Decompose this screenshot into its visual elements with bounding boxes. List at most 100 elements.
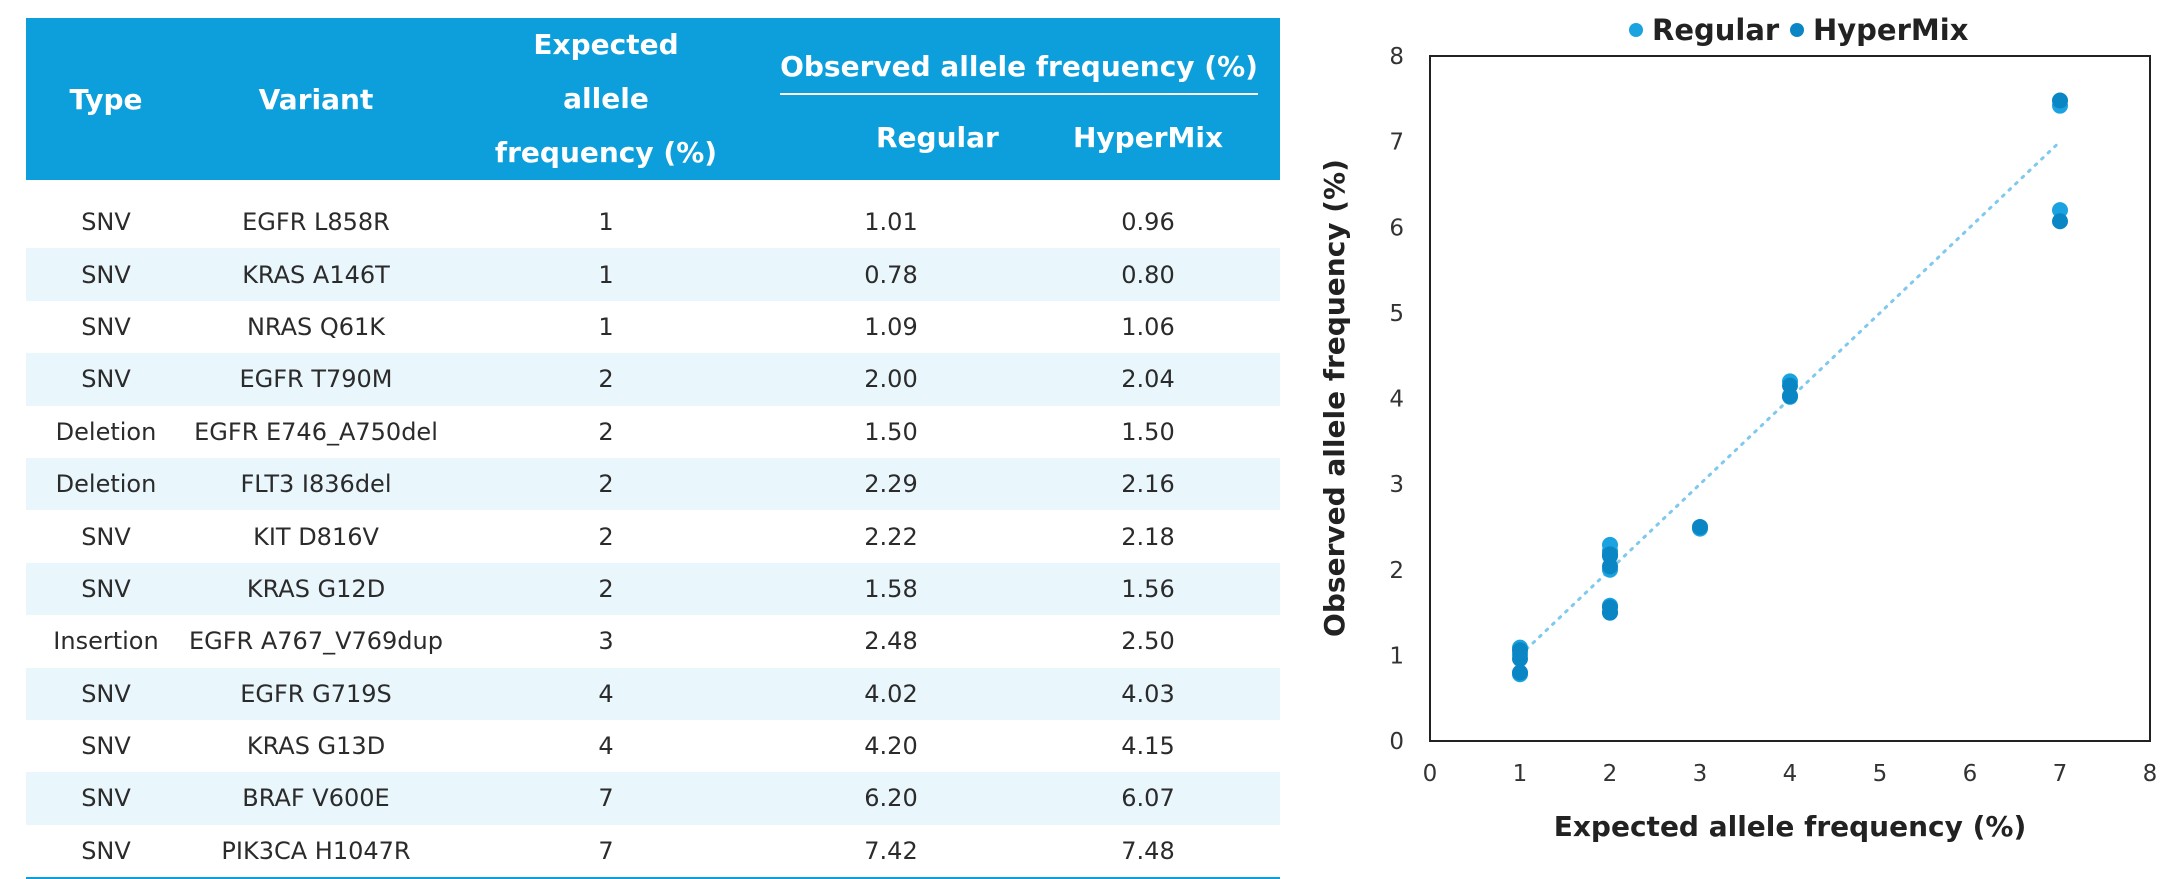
hypermix-point	[1692, 518, 1708, 535]
x-tick-label: 1	[1513, 761, 1528, 787]
cell-variant: EGFR T790M	[186, 353, 446, 406]
table-row: SNV BRAF V600E 7 6.20 6.07	[26, 772, 1281, 825]
legend-hypermix-marker	[1790, 23, 1804, 37]
chart-legend: Regular HyperMix	[1629, 13, 1969, 47]
table-row: SNV KRAS G12D 2 1.58 1.56	[26, 562, 1281, 616]
cell-variant: FLT3 I836del	[186, 457, 446, 511]
table-row: SNV KRAS A146T 1 0.78 0.80	[26, 248, 1281, 301]
cell-regular: 4.02	[766, 667, 1016, 720]
cell-expected: 1	[598, 208, 614, 237]
cell-expected: 4	[598, 732, 614, 761]
cell-hypermix: 0.80	[1016, 248, 1281, 301]
y-tick-label: 0	[1389, 729, 1404, 755]
y-tick-label: 4	[1389, 387, 1404, 413]
cell-expected: 2	[598, 522, 614, 551]
hypermix-point	[1602, 599, 1618, 616]
cell-hypermix: 0.96	[1121, 208, 1175, 237]
y-tick-label: 5	[1389, 301, 1404, 327]
cell-regular: 2.22	[864, 522, 918, 551]
header-type: Type	[26, 18, 186, 180]
cell-variant: BRAF V600E	[186, 772, 446, 825]
cell-variant: EGFR L858R	[242, 208, 390, 237]
hypermix-point	[2052, 213, 2068, 230]
cell-type: SNV	[26, 562, 186, 616]
table-body: SNV EGFR L858R 1 1.01 0.96 SNV KRAS A146T 1 0.78…	[26, 180, 1281, 879]
x-axis-ticks: 0 1 2 3 4 5 6 7 8	[1423, 761, 2158, 787]
cell-regular: 1.50	[864, 417, 918, 446]
x-tick-label: 0	[1423, 761, 1438, 787]
cell-hypermix: 1.56	[1016, 562, 1281, 616]
x-tick-label: 4	[1783, 761, 1798, 787]
cell-expected: 1	[598, 312, 614, 341]
cell-hypermix: 6.07	[1016, 772, 1281, 825]
cell-expected: 1	[446, 248, 766, 301]
header-regular: Regular	[766, 94, 1016, 180]
cell-variant: NRAS Q61K	[246, 312, 386, 341]
x-tick-label: 3	[1693, 761, 1708, 787]
y-tick-label: 7	[1389, 130, 1404, 156]
cell-regular: 4.20	[864, 732, 918, 761]
y-tick-label: 2	[1389, 558, 1404, 584]
cell-type: SNV	[26, 353, 186, 406]
data-table: Type Variant Expected allele frequency (…	[26, 18, 1281, 879]
scatter-chart: Regular HyperMix 0 1 2 3 4 5 6 7 8 0 1 2 3 4 5 6 7 8 Exp…	[1318, 13, 2158, 843]
hypermix-point	[1512, 664, 1528, 681]
cell-hypermix: 4.03	[1016, 667, 1281, 720]
table-row: SNV NRAS Q61K 1 1.09 1.06	[26, 301, 1280, 353]
header-observed-group: Observed allele frequency (%)	[766, 18, 1281, 95]
cell-variant: KRAS G13D	[246, 732, 386, 761]
table-row: Insertion EGFR A767_V769dup 3 2.48 2.50	[26, 615, 1280, 667]
cell-type: SNV	[81, 522, 131, 551]
y-tick-label: 8	[1389, 44, 1404, 70]
y-tick-label: 3	[1389, 472, 1404, 498]
cell-type: SNV	[26, 772, 186, 825]
cell-type: SNV	[81, 312, 131, 341]
cell-regular: 7.42	[766, 824, 1016, 879]
cell-expected: 2	[598, 417, 614, 446]
table-row: SNV EGFR G719S 4 4.02 4.03	[26, 667, 1281, 720]
x-tick-label: 5	[1873, 761, 1888, 787]
table-row: SNV KIT D816V 2 2.22 2.18	[26, 510, 1280, 562]
cell-regular: 6.20	[766, 772, 1016, 825]
plot-area-frame	[1429, 55, 2151, 742]
cell-expected: 2	[446, 457, 766, 511]
cell-regular: 2.48	[864, 627, 918, 656]
cell-variant: EGFR E746_A750del	[194, 417, 438, 446]
cell-variant: EGFR A767_V769dup	[188, 627, 443, 656]
cell-hypermix: 2.50	[1121, 627, 1175, 656]
table-row: Deletion EGFR E746_A750del 2 1.50 1.50	[26, 406, 1280, 458]
cell-regular: 0.78	[766, 248, 1016, 301]
cell-variant: KRAS G12D	[186, 562, 446, 616]
cell-regular: 1.09	[864, 312, 918, 341]
cell-hypermix: 2.18	[1121, 522, 1175, 551]
cell-type: SNV	[26, 824, 186, 879]
cell-regular: 2.00	[766, 353, 1016, 406]
table-row: Deletion FLT3 I836del 2 2.29 2.16	[26, 457, 1281, 511]
cell-regular: 1.01	[864, 208, 918, 237]
x-tick-label: 7	[2053, 761, 2068, 787]
cell-type: Deletion	[26, 457, 186, 511]
header-expected: Expected allele frequency (%)	[446, 18, 766, 180]
data-points	[1512, 92, 2068, 683]
allele-frequency-table: Type Variant Expected allele frequency (…	[26, 18, 1281, 879]
cell-regular: 2.29	[766, 457, 1016, 511]
cell-variant: PIK3CA H1047R	[186, 824, 446, 879]
cell-hypermix: 7.48	[1016, 824, 1281, 879]
hypermix-point	[2052, 92, 2068, 109]
table-header: Type Variant Expected allele frequency (…	[26, 18, 1281, 180]
legend-hypermix-label: HyperMix	[1813, 13, 1969, 47]
cell-hypermix: 1.06	[1121, 312, 1175, 341]
cell-variant: KIT D816V	[253, 522, 379, 551]
cell-expected: 7	[446, 824, 766, 879]
legend-regular-marker	[1629, 23, 1643, 37]
cell-type: SNV	[26, 667, 186, 720]
cell-hypermix: 1.50	[1121, 417, 1175, 446]
header-variant: Variant	[186, 18, 446, 180]
hypermix-point	[1602, 546, 1618, 563]
cell-expected: 4	[446, 667, 766, 720]
cell-expected: 7	[446, 772, 766, 825]
cell-hypermix: 4.15	[1121, 732, 1175, 761]
cell-type: SNV	[81, 732, 131, 761]
cell-type: SNV	[26, 248, 186, 301]
y-axis-title: Observed allele frequency (%)	[1318, 159, 1351, 637]
